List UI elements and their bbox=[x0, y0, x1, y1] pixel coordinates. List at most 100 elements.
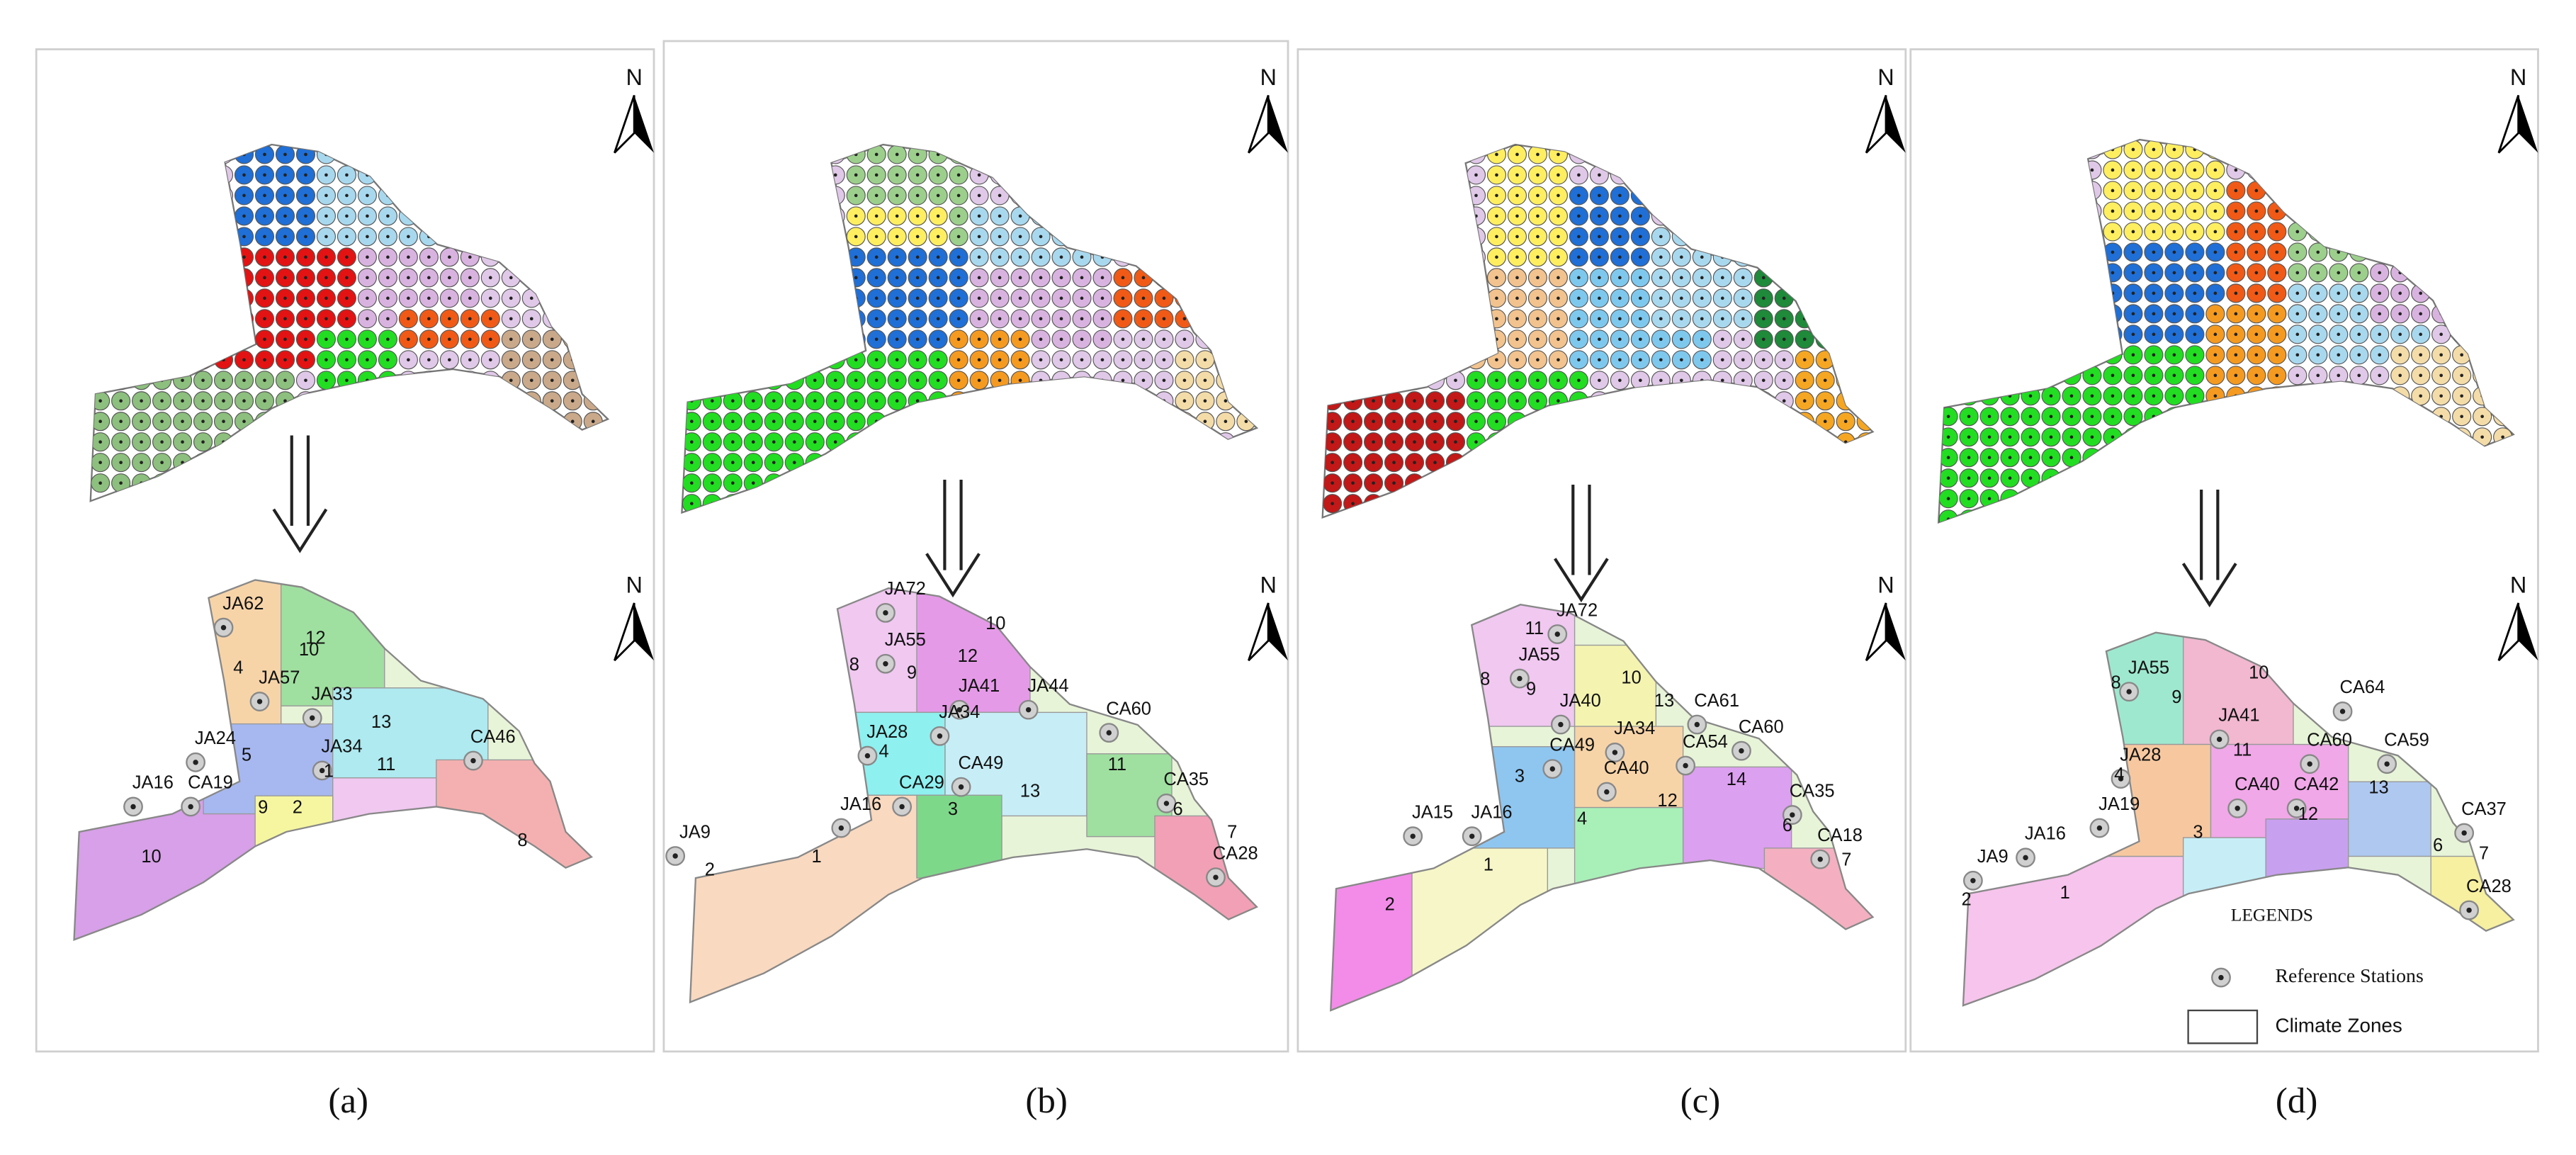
grid-point bbox=[398, 432, 418, 452]
grid-point-center bbox=[1598, 419, 1601, 424]
grid-point bbox=[378, 412, 397, 432]
grid-point bbox=[1733, 453, 1753, 473]
grid-point-center bbox=[1244, 481, 1248, 485]
grid-point-center bbox=[730, 461, 735, 465]
grid-point bbox=[378, 165, 397, 185]
grid-point-center bbox=[2172, 353, 2176, 357]
grid-point bbox=[1113, 145, 1133, 164]
grid-point bbox=[2431, 181, 2451, 201]
grid-point bbox=[1445, 206, 1466, 226]
grid-point-center bbox=[2254, 209, 2259, 213]
grid-point-center bbox=[2254, 497, 2259, 501]
grid-point-center bbox=[690, 358, 694, 362]
grid-point bbox=[2205, 489, 2225, 509]
grid-point bbox=[398, 165, 418, 185]
grid-point-center bbox=[1577, 358, 1581, 362]
grid-point-center bbox=[1495, 502, 1498, 505]
grid-point bbox=[1815, 453, 1835, 473]
grid-point-center bbox=[1433, 399, 1437, 403]
grid-point-center bbox=[1039, 317, 1043, 321]
grid-point bbox=[2164, 509, 2184, 523]
grid-point bbox=[1856, 145, 1873, 164]
grid-point-center bbox=[1987, 168, 1992, 172]
grid-point bbox=[1343, 227, 1363, 247]
grid-point-center bbox=[140, 276, 143, 280]
grid-point-center bbox=[222, 214, 225, 218]
grid-point-center bbox=[427, 358, 431, 362]
grid-point-center bbox=[915, 276, 920, 280]
grid-point-center bbox=[2480, 435, 2484, 439]
grid-point-center bbox=[1433, 317, 1437, 321]
grid-point-center bbox=[1100, 337, 1105, 342]
grid-point-center bbox=[283, 296, 287, 300]
grid-point-center bbox=[792, 317, 796, 321]
grid-point-center bbox=[730, 296, 735, 300]
grid-point bbox=[2205, 427, 2225, 447]
grid-point-center bbox=[1618, 358, 1622, 362]
grid-point-center bbox=[2254, 312, 2259, 316]
grid-point-center bbox=[1679, 419, 1683, 424]
grid-point-center bbox=[468, 296, 472, 300]
grid-point-center bbox=[1679, 481, 1683, 485]
grid-point bbox=[1774, 165, 1794, 185]
grid-point-center bbox=[854, 419, 858, 424]
grid-point-center bbox=[119, 214, 123, 218]
grid-point bbox=[2308, 181, 2328, 201]
grid-point-center bbox=[1659, 481, 1663, 485]
grid-point-center bbox=[181, 481, 184, 485]
map-label: 12 bbox=[305, 629, 325, 648]
grid-point-center bbox=[550, 337, 554, 342]
grid-point-center bbox=[1741, 378, 1745, 383]
grid-point-center bbox=[324, 255, 328, 259]
grid-point-center bbox=[2480, 291, 2484, 295]
grid-point bbox=[1712, 206, 1732, 226]
grid-point-center bbox=[304, 337, 307, 342]
grid-point bbox=[1154, 453, 1174, 473]
grid-point bbox=[969, 432, 989, 452]
grid-point bbox=[1425, 186, 1445, 205]
grid-point-center bbox=[2398, 415, 2402, 419]
grid-point-center bbox=[1557, 214, 1560, 218]
grid-point-center bbox=[1413, 152, 1416, 157]
grid-point bbox=[1692, 165, 1712, 185]
grid-point bbox=[1651, 145, 1671, 164]
grid-point bbox=[521, 247, 541, 267]
grid-point bbox=[1154, 268, 1174, 288]
grid-point-center bbox=[2295, 394, 2300, 398]
grid-point-center bbox=[1802, 440, 1807, 444]
grid-point bbox=[1445, 309, 1466, 329]
grid-point-center bbox=[977, 419, 981, 424]
grid-point-center bbox=[1203, 235, 1207, 239]
grid-point bbox=[2288, 407, 2307, 427]
grid-point bbox=[2103, 509, 2123, 523]
grid-point bbox=[928, 412, 948, 432]
grid-point-center bbox=[468, 378, 472, 383]
grid-point-center bbox=[2439, 168, 2443, 172]
grid-point bbox=[1425, 247, 1445, 267]
grid-point-center bbox=[1162, 502, 1166, 505]
grid-point bbox=[1134, 206, 1153, 226]
grid-point bbox=[1364, 350, 1384, 370]
grid-point bbox=[1753, 227, 1773, 247]
grid-point-center bbox=[1039, 193, 1043, 198]
grid-point-center bbox=[1761, 481, 1766, 485]
grid-point bbox=[2349, 181, 2369, 201]
grid-point bbox=[1010, 165, 1030, 185]
grid-point-center bbox=[201, 337, 205, 342]
grid-point-center bbox=[956, 317, 961, 321]
grid-point-center bbox=[854, 461, 858, 465]
station-dot bbox=[2293, 806, 2300, 811]
grid-point bbox=[2000, 181, 2020, 201]
grid-point bbox=[1692, 453, 1712, 473]
grid-point-center bbox=[1536, 337, 1540, 342]
grid-point-center bbox=[1577, 296, 1581, 300]
grid-point-center bbox=[1454, 399, 1457, 403]
grid-point-center bbox=[1059, 358, 1063, 362]
grid-point-center bbox=[366, 337, 369, 342]
grid-point-center bbox=[1372, 337, 1375, 342]
grid-point bbox=[439, 371, 459, 390]
grid-point bbox=[460, 391, 480, 411]
grid-point-center bbox=[1162, 317, 1166, 321]
grid-point-center bbox=[936, 296, 940, 300]
grid-point-center bbox=[1557, 461, 1560, 465]
